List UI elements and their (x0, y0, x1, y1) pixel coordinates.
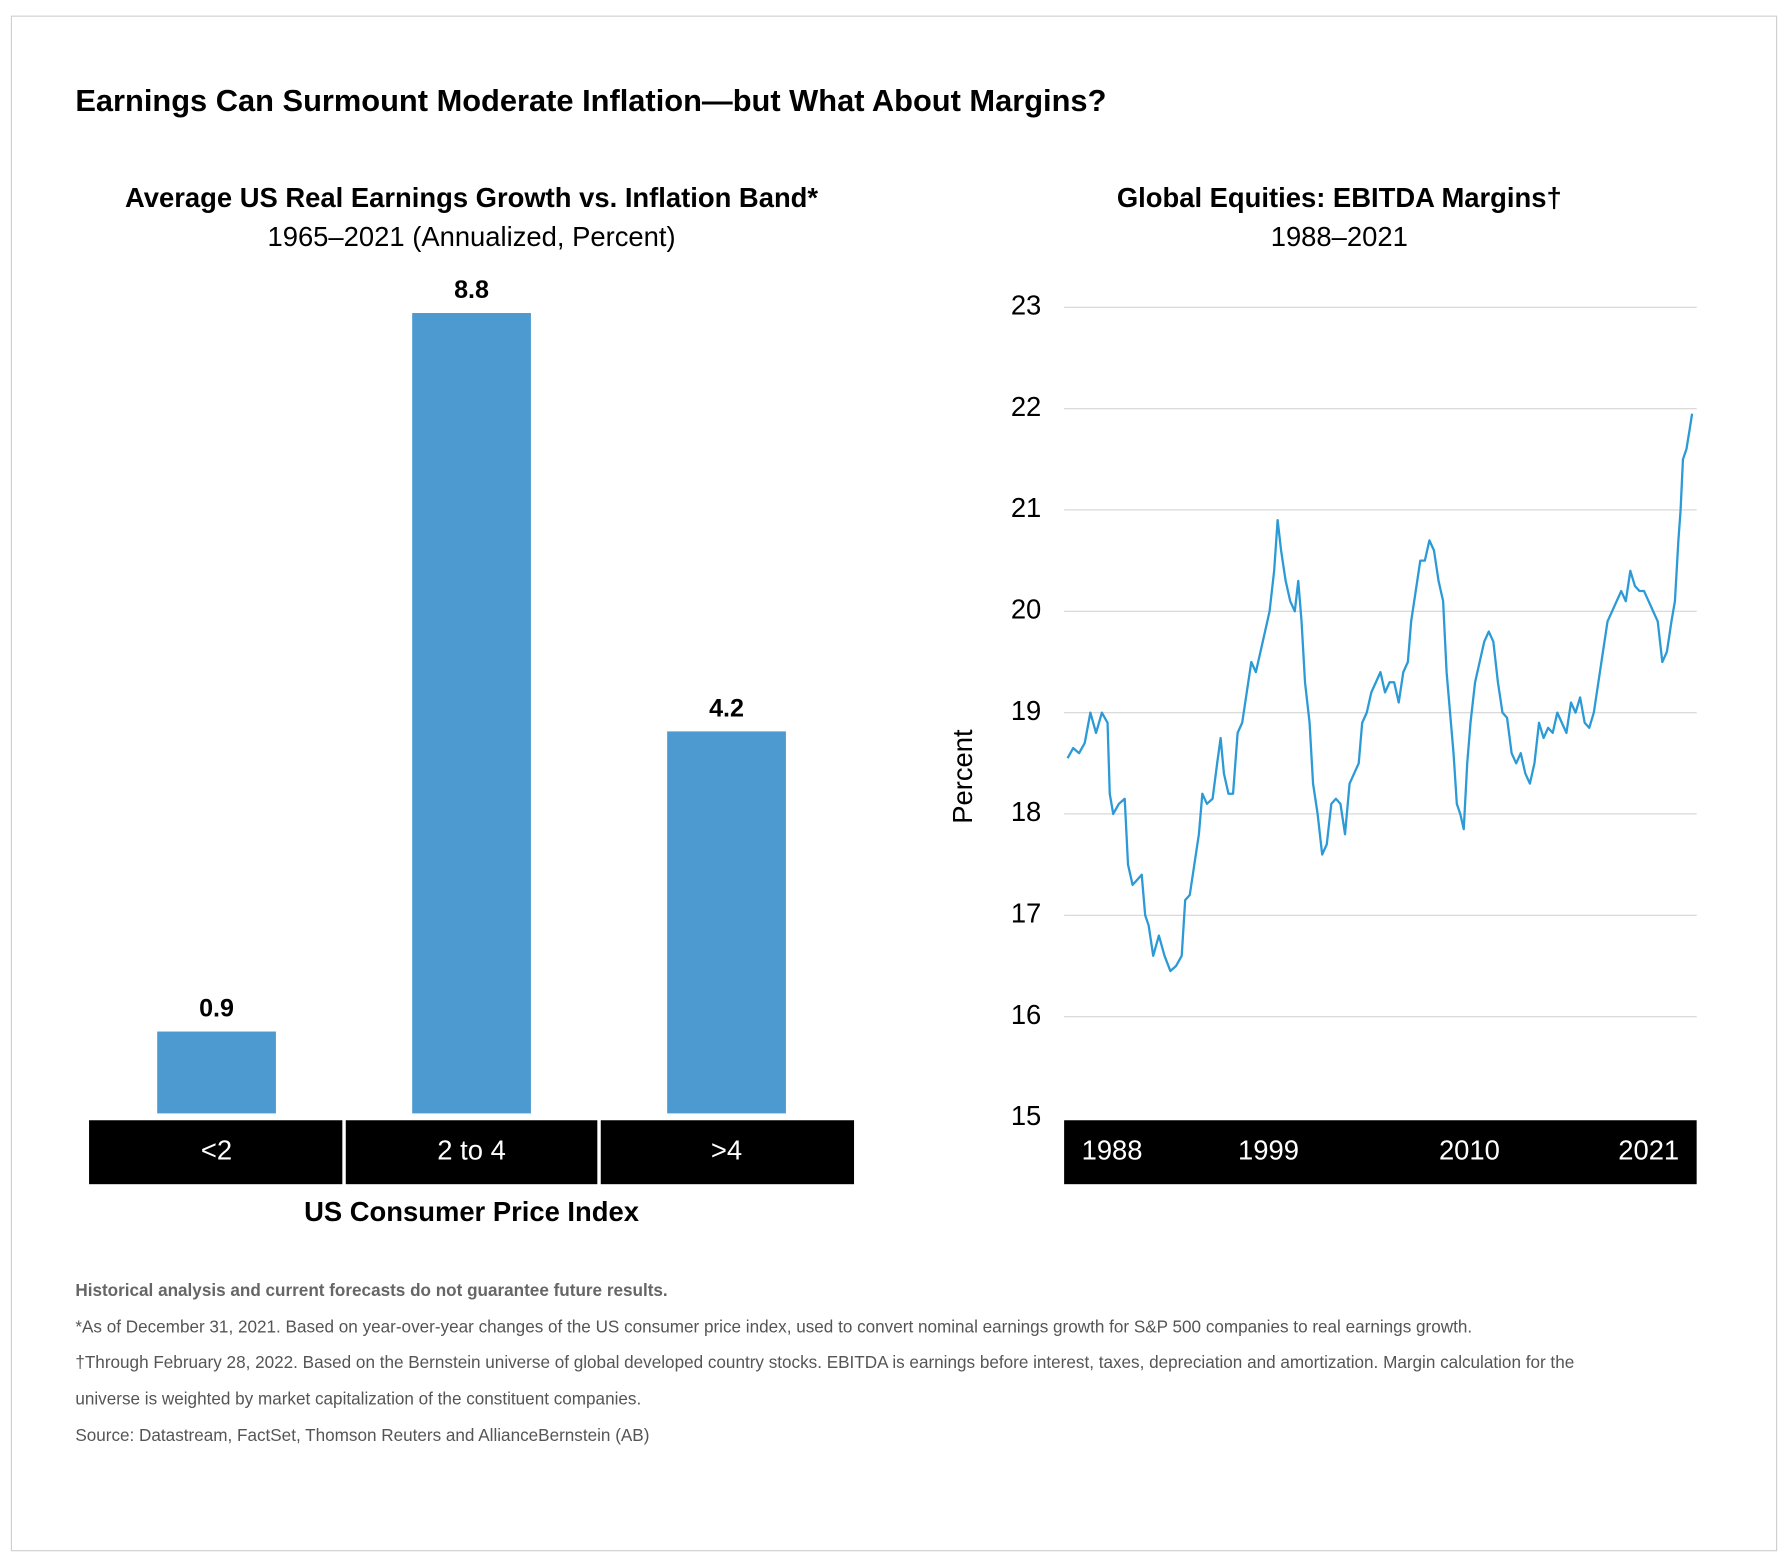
y-tick-label: 23 (1011, 290, 1041, 321)
x-tick-label: <2 (201, 1134, 232, 1165)
value-label: 8.8 (454, 276, 489, 304)
category-band (600, 1120, 855, 1185)
x-tick-label: 2021 (1618, 1134, 1679, 1165)
source: Source: Datastream, FactSet, Thomson Reu… (75, 1426, 649, 1445)
y-tick-label: 21 (1011, 492, 1041, 523)
main-title: Earnings Can Surmount Moderate Inflation… (75, 83, 1106, 118)
x-tick-label: 2010 (1439, 1134, 1500, 1165)
chart-title: Average US Real Earnings Growth vs. Infl… (125, 182, 818, 213)
y-tick-label: 18 (1011, 796, 1041, 827)
line (1066, 413, 1694, 973)
chart-subtitle: 1988–2021 (1271, 221, 1408, 252)
bar (667, 731, 786, 1114)
chart-subtitle: 1965–2021 (Annualized, Percent) (267, 221, 675, 252)
category-band (89, 1120, 343, 1185)
value-label: 0.9 (199, 994, 234, 1022)
x-tick-label: >4 (711, 1134, 742, 1165)
x-axis-label: US Consumer Price Index (304, 1196, 640, 1227)
value-label: 4.2 (709, 694, 744, 722)
footnote: †Through February 28, 2022. Based on the… (75, 1353, 1574, 1372)
x-tick-label: 1999 (1238, 1134, 1299, 1165)
footnote: universe is weighted by market capitaliz… (75, 1389, 641, 1408)
x-tick-label: 1988 (1082, 1134, 1143, 1165)
y-tick-label: 17 (1011, 898, 1041, 929)
disclaimer: Historical analysis and current forecast… (75, 1281, 667, 1300)
chart-title: Global Equities: EBITDA Margins† (1117, 182, 1562, 213)
x-tick-label: 2 to 4 (437, 1134, 506, 1165)
y-axis-label: Percent (947, 729, 978, 824)
y-tick-label: 22 (1011, 391, 1041, 422)
y-tick-label: 20 (1011, 594, 1041, 625)
category-band (345, 1120, 598, 1185)
y-tick-label: 15 (1011, 1100, 1041, 1131)
bar (157, 1031, 276, 1114)
y-tick-label: 16 (1011, 999, 1041, 1030)
x-axis-band (1064, 1120, 1697, 1185)
y-tick-label: 19 (1011, 695, 1041, 726)
footnote: *As of December 31, 2021. Based on year-… (75, 1318, 1472, 1337)
frame (10, 15, 1778, 1552)
bar (412, 313, 531, 1114)
